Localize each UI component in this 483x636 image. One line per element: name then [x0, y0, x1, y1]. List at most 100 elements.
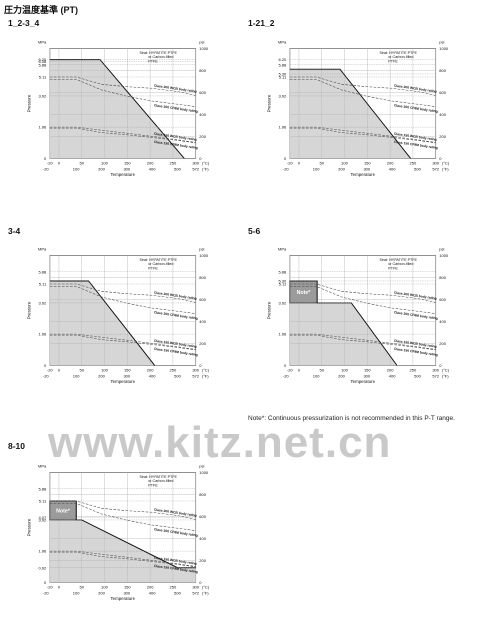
y-tick-mpa: 5.88	[38, 486, 47, 491]
x-tick-c: 300	[192, 161, 199, 166]
y-tick-psi: 400	[439, 319, 446, 324]
series-label: Class 150 CF8M body rating	[154, 347, 199, 357]
x-tick-c: -20	[47, 585, 54, 590]
series-line	[289, 334, 436, 351]
y-tick-psi: 200	[439, 341, 446, 346]
y-tick-psi: 0	[199, 156, 202, 161]
x-tick-c: 50	[319, 161, 324, 166]
x-tick-c: 100	[341, 368, 348, 373]
y-axis-label: Pressure	[26, 518, 31, 536]
y-tick-mpa: 0	[44, 156, 47, 161]
y-tick-psi: 0	[199, 363, 202, 368]
series-label: Class 300 WCB body rating	[154, 84, 197, 94]
x-tick-c: 50	[319, 368, 324, 373]
x-tick-f: 200	[338, 167, 345, 172]
y-tick-mpa: 6.08	[38, 59, 47, 64]
y-tick-psi: 1000	[439, 46, 449, 51]
y-tick-mpa: 5.88	[38, 62, 47, 67]
x-tick-f: 200	[98, 374, 105, 379]
x-tick-f: -20	[43, 167, 50, 172]
chart-label-4: 5-6	[248, 226, 261, 236]
x-tick-f: 200	[98, 591, 105, 596]
x-tick-c: 0	[58, 368, 61, 373]
x-tick-c: 50	[79, 368, 84, 373]
page-title: 圧力温度基準 (PT)	[4, 5, 78, 15]
x-tick-f: 400	[389, 374, 396, 379]
y-tick-psi: 600	[199, 514, 206, 519]
x-unit-c: (°C)	[202, 368, 210, 373]
x-tick-c: 0	[298, 368, 301, 373]
x-tick-f: 100	[73, 374, 80, 379]
x-axis-label: Temperature	[110, 596, 135, 601]
seat-text-line: Seat: HYPATITE PTFE	[139, 258, 177, 262]
y-unit-left: MPa	[278, 39, 287, 44]
y-tick-mpa: 5.11	[279, 75, 287, 80]
y-tick-psi: 800	[199, 275, 206, 280]
y-tick-mpa: 3.92	[38, 94, 47, 99]
x-tick-c: 200	[147, 368, 154, 373]
x-tick-c: 250	[170, 368, 177, 373]
series-label: Class 300 CF8M body rating	[394, 103, 439, 113]
y-tick-mpa: 3.92	[278, 94, 287, 99]
x-tick-f: 100	[313, 167, 320, 172]
x-tick-f: 400	[149, 374, 156, 379]
x-tick-f: 300	[123, 374, 130, 379]
series-line	[49, 334, 196, 351]
y-tick-psi: 600	[439, 90, 446, 95]
x-tick-f: 572	[192, 591, 199, 596]
seat-text-line: or Carbon-filled	[148, 55, 173, 59]
x-tick-f: -20	[283, 374, 290, 379]
y-unit-right: psi	[199, 39, 204, 44]
x-tick-f: 500	[174, 374, 181, 379]
y-tick-psi: 400	[199, 536, 206, 541]
y-axis-label: Pressure	[266, 301, 271, 319]
y-tick-psi: 600	[199, 90, 206, 95]
y-tick-mpa: 5.11	[279, 282, 287, 287]
x-tick-f: 572	[432, 374, 439, 379]
y-tick-mpa: 1.96	[38, 332, 47, 337]
series-label: Class 300 CF8M body rating	[154, 527, 199, 537]
seat-text-line: Seat: HYPATITE PTFE	[379, 51, 417, 55]
x-tick-f: 500	[414, 374, 421, 379]
x-axis-label: Temperature	[110, 172, 135, 177]
x-tick-f: 572	[192, 167, 199, 172]
y-tick-mpa: 0	[284, 156, 287, 161]
y-tick-psi: 400	[199, 319, 206, 324]
x-tick-c: 300	[192, 585, 199, 590]
x-tick-c: -20	[287, 161, 294, 166]
y-tick-psi: 600	[199, 297, 206, 302]
seat-text-line: or Carbon-filled	[148, 479, 173, 483]
pt-chart-1: Class 300 WCB body rating Class 300 CF8M …	[26, 39, 210, 177]
x-tick-c: 300	[432, 368, 439, 373]
seat-rating-area	[49, 500, 196, 583]
x-tick-c: 250	[170, 161, 177, 166]
y-tick-mpa: 5.11	[39, 282, 47, 287]
x-tick-f: 572	[192, 374, 199, 379]
seat-text-line: or Carbon-filled	[148, 262, 173, 266]
x-tick-c: 0	[58, 161, 61, 166]
y-tick-mpa: 1.96	[38, 125, 47, 130]
series-line	[49, 286, 196, 314]
x-tick-f: 400	[149, 591, 156, 596]
chart-label-3: 3-4	[8, 226, 21, 236]
x-tick-f: 572	[432, 167, 439, 172]
x-unit-c: (°C)	[442, 161, 450, 166]
y-tick-psi: 0	[199, 580, 202, 585]
seat-text-line: PTFE	[388, 60, 398, 64]
x-tick-f: 100	[73, 167, 80, 172]
x-tick-c: 150	[124, 585, 131, 590]
y-tick-mpa: 3.92	[38, 518, 47, 523]
series-line	[289, 127, 436, 144]
series-line	[49, 503, 196, 531]
x-unit-c: (°C)	[202, 585, 210, 590]
x-tick-c: 300	[432, 161, 439, 166]
series-label: Class 150 WCB body rating	[394, 339, 437, 349]
x-unit-c: (°C)	[202, 161, 210, 166]
y-unit-right: psi	[199, 463, 204, 468]
y-tick-psi: 200	[199, 558, 206, 563]
series-line	[49, 551, 196, 568]
y-tick-psi: 800	[199, 68, 206, 73]
x-axis-label: Temperature	[350, 172, 375, 177]
x-unit-f: (°F)	[202, 167, 209, 172]
pt-chart-2: Class 300 WCB body rating Class 300 CF8M …	[266, 39, 450, 177]
